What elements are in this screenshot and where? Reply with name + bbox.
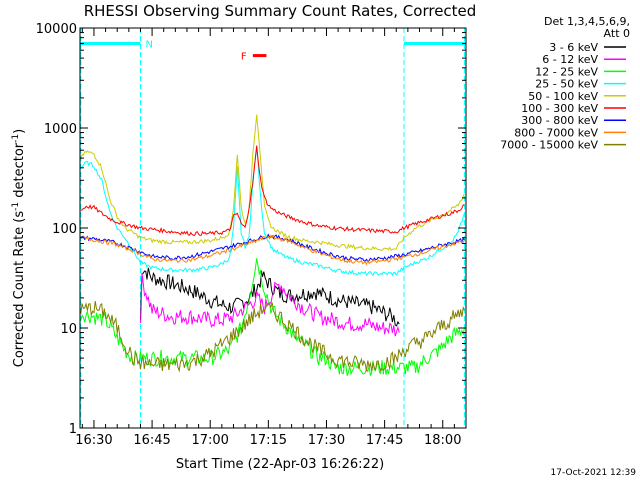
series-line (80, 147, 465, 277)
legend-entry-label: 50 - 100 keV (528, 90, 598, 103)
series-line (80, 258, 465, 376)
x-tick-label: 17:15 (250, 433, 287, 448)
legend-entry-label: 7000 - 15000 keV (500, 139, 598, 152)
legend-entry-label: 25 - 50 keV (535, 78, 598, 91)
x-tick-label: 16:45 (133, 433, 170, 448)
series-line (80, 301, 465, 373)
series-line (80, 114, 465, 251)
axes: 1 10 100 1000 10000 16:30 16:45 17:00 17:15 17:30… (36, 22, 467, 448)
legend-entry-label: 6 - 12 keV (542, 53, 598, 66)
night-flag-label: N (145, 39, 152, 50)
y-tick-label: 1000 (44, 122, 77, 137)
y-tick-label: 10000 (36, 22, 77, 37)
legend-header-line-1: Det 1,3,4,5,6,9, (544, 15, 630, 28)
chart-title: RHESSI Observing Summary Count Rates, Co… (84, 2, 477, 20)
y-tick-label: 1 (69, 422, 77, 437)
y-axis-label: Corrected Count Rate (s-1 detector-1) (11, 129, 27, 367)
legend-entry-label: 100 - 300 keV (521, 102, 598, 115)
x-axis-label: Start Time (22-Apr-03 16:26:22) (176, 457, 384, 472)
x-tick-label: 17:30 (308, 433, 345, 448)
y-tick-label: 10 (60, 322, 77, 337)
x-tick-label: 18:00 (424, 433, 461, 448)
legend-entry-label: 800 - 7000 keV (514, 126, 598, 139)
series-line (140, 267, 400, 327)
x-tick-label: 17:00 (191, 433, 228, 448)
x-tick-label: 17:45 (366, 433, 403, 448)
legend-entry-label: 300 - 800 keV (521, 114, 598, 127)
legend-header-line-2: Att 0 (604, 27, 630, 40)
y-tick-label: 100 (52, 222, 77, 237)
series-line (80, 234, 465, 266)
flare-flag-label: F (241, 52, 247, 63)
legend-entry-label: 3 - 6 keV (549, 41, 598, 54)
series-lines (80, 114, 465, 376)
x-tick-label: 16:30 (75, 433, 112, 448)
footer-date: 17-Oct-2021 12:39 (551, 468, 637, 478)
series-line (80, 233, 465, 263)
legend-entry-label: 12 - 25 keV (535, 65, 598, 78)
series-line (80, 145, 465, 236)
